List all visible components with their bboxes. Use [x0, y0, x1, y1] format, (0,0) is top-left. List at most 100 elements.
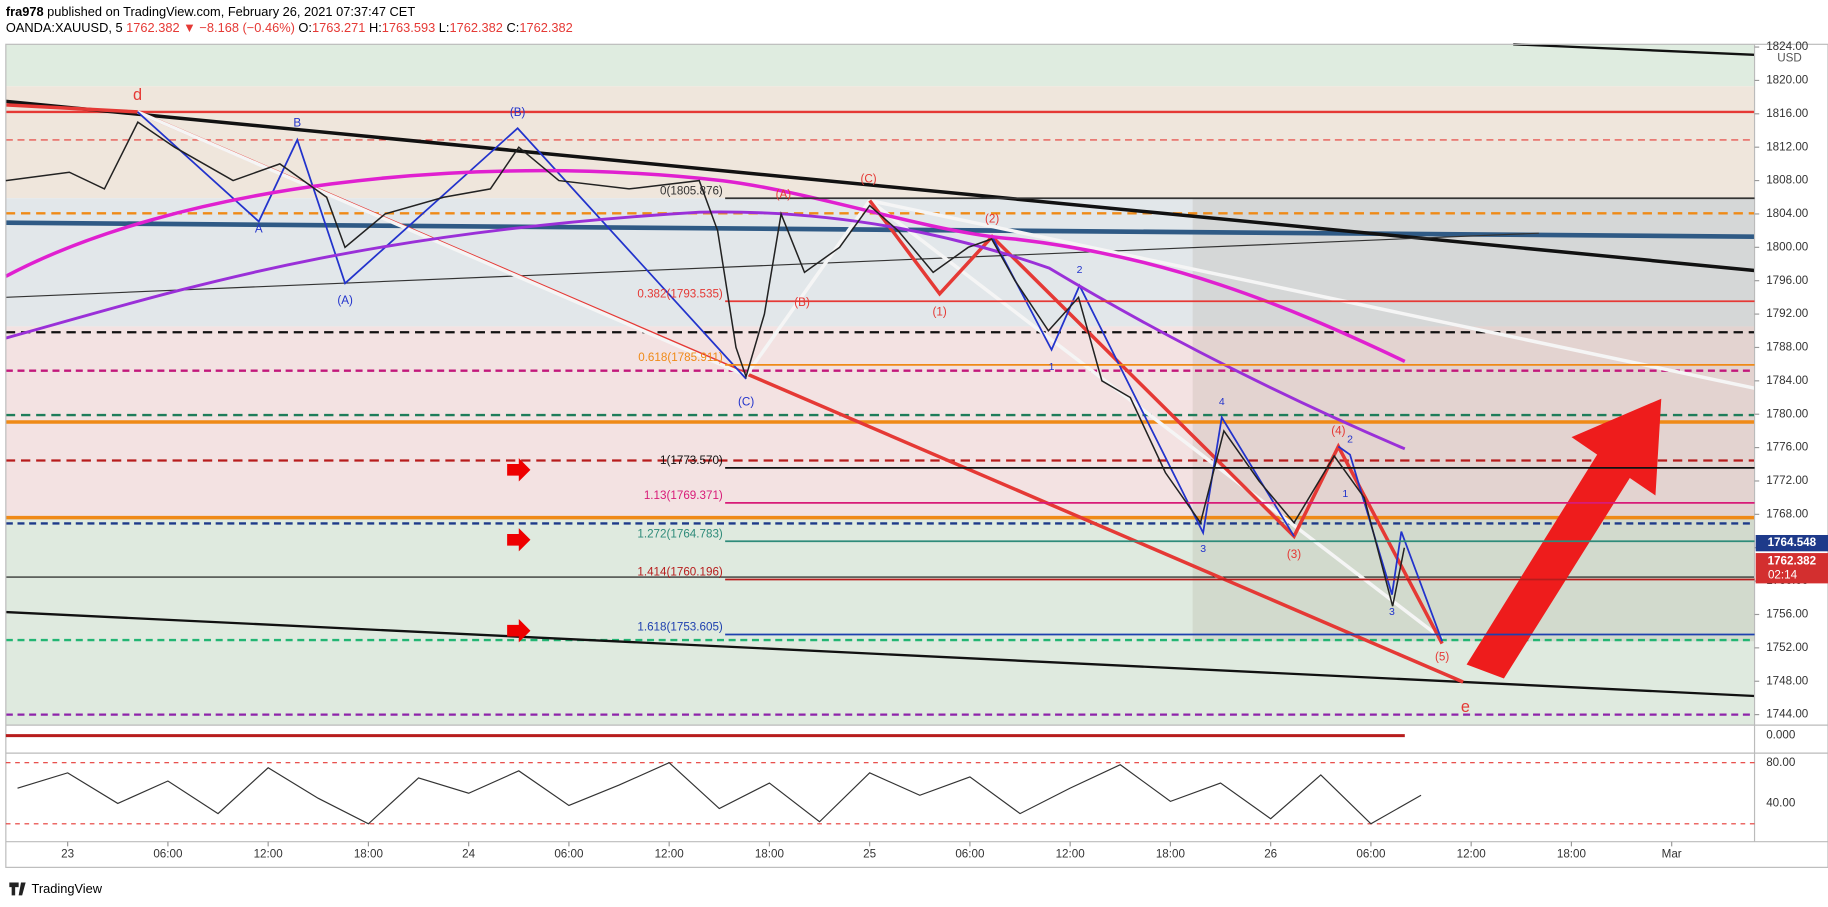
- y-tick-label: 1748.00: [1766, 674, 1809, 687]
- wave-label: 4: [1219, 397, 1225, 408]
- fib-label: 1(1773.570): [660, 454, 723, 467]
- x-tick-label: 12:00: [1056, 848, 1086, 861]
- wave-label: 2: [1347, 434, 1353, 445]
- o: 1763.271: [312, 21, 365, 36]
- symbol: OANDA:XAUUSD, 5: [6, 21, 123, 36]
- currency-label: USD: [1777, 51, 1802, 64]
- wave-label: (B): [510, 106, 526, 119]
- wave-label: d: [133, 86, 142, 104]
- wave-label: (1): [933, 306, 947, 319]
- trendline: [1513, 43, 1755, 56]
- y-tick-label: 1784.00: [1766, 374, 1809, 387]
- x-tick-label: 06:00: [554, 848, 584, 861]
- y-tick-label: 1776.00: [1766, 441, 1809, 454]
- wave-label: (A): [776, 188, 792, 201]
- y-tick-label: 1752.00: [1766, 641, 1809, 654]
- c-key: C:: [507, 21, 520, 36]
- fib-label: 1.618(1753.605): [637, 621, 723, 634]
- y-tick-label: 1756.00: [1766, 608, 1809, 621]
- fib-label: 1.272(1764.783): [637, 527, 723, 540]
- y-tick-label: 1800.00: [1766, 240, 1809, 253]
- x-tick-label: Mar: [1662, 848, 1682, 861]
- header-line2: OANDA:XAUUSD, 5 1762.382 ▼ −8.168 (−0.46…: [6, 21, 573, 36]
- x-tick-label: 25: [863, 848, 876, 861]
- fib-label: 0.618(1785.911): [638, 351, 723, 364]
- y-tick-label: 1772.00: [1766, 474, 1809, 487]
- price-tag: [1755, 553, 1828, 584]
- y-tick-label: 40.00: [1766, 797, 1796, 810]
- wave-label: 3: [1200, 544, 1206, 555]
- h: 1763.593: [382, 21, 435, 36]
- y-tick-label: 1824.00: [1766, 40, 1809, 53]
- price-tag-label: 1762.382: [1768, 554, 1817, 567]
- x-tick-label: 18:00: [354, 848, 384, 861]
- author: fra978: [6, 4, 44, 19]
- y-tick-label: 1768.00: [1766, 507, 1809, 520]
- y-tick-label: 1796.00: [1766, 274, 1809, 287]
- wave-label: (4): [1331, 424, 1345, 437]
- wave-label: (2): [985, 212, 999, 225]
- trendline: [5, 99, 1755, 273]
- y-tick-label: 1816.00: [1766, 107, 1809, 120]
- price-line: [5, 121, 1406, 607]
- price-tag-label: 1764.548: [1768, 536, 1817, 549]
- y-tick-label: 0.000: [1766, 729, 1796, 742]
- countdown: 02:14: [1768, 568, 1798, 581]
- o-key: O:: [298, 21, 312, 36]
- wave-label: (3): [1287, 548, 1301, 561]
- fib-label: 1.13(1769.371): [644, 489, 723, 502]
- y-tick-label: 1788.00: [1766, 341, 1809, 354]
- x-tick-label: 12:00: [1457, 848, 1487, 861]
- y-tick-label: 1820.00: [1766, 74, 1809, 87]
- x-tick-label: 18:00: [1557, 848, 1587, 861]
- header-line1: fra978 published on TradingView.com, Feb…: [6, 4, 415, 19]
- fib-label: 0.382(1793.535): [637, 287, 723, 300]
- wave-label: 1: [1049, 362, 1055, 373]
- wave-label: (C): [738, 395, 754, 408]
- oscillator-line: [17, 761, 1422, 825]
- y-tick-label: 1804.00: [1766, 207, 1809, 220]
- wave-label: 3: [1389, 607, 1395, 618]
- wave-label: (5): [1435, 651, 1449, 664]
- y-tick-label: 1780.00: [1766, 407, 1809, 420]
- x-tick-label: 23: [61, 848, 74, 861]
- y-tick-label: 1744.00: [1766, 708, 1809, 721]
- published: published on TradingView.com, February 2…: [47, 4, 415, 19]
- footer-logo: TradingView: [9, 881, 103, 896]
- c: 1762.382: [519, 21, 572, 36]
- wave-label: e: [1461, 698, 1470, 716]
- x-tick-label: 18:00: [755, 848, 785, 861]
- last: 1762.382 ▼ −8.168 (−0.46%): [126, 21, 295, 36]
- logo: [9, 882, 26, 896]
- y-tick-label: 1792.00: [1766, 307, 1809, 320]
- wave-label: 2: [1077, 265, 1083, 276]
- box: [1192, 198, 1755, 642]
- x-tick-label: 26: [1264, 848, 1277, 861]
- level: [5, 220, 1755, 239]
- fib-label: 0(1805.876): [660, 184, 723, 197]
- price-tag: [1755, 534, 1828, 552]
- h-key: H:: [369, 21, 382, 36]
- wave-label: A: [255, 223, 263, 236]
- wave-label: B: [293, 117, 301, 130]
- x-tick-label: 06:00: [1356, 848, 1386, 861]
- wave-label: 1: [1342, 489, 1348, 500]
- brand: TradingView: [31, 881, 102, 896]
- l: 1762.382: [449, 21, 502, 36]
- x-tick-label: 06:00: [955, 848, 985, 861]
- wave-label: (A): [337, 294, 353, 307]
- fib-label: 1.414(1760.196): [637, 566, 723, 579]
- wave-label: (B): [794, 296, 810, 309]
- y-tick-label: 80.00: [1766, 756, 1796, 769]
- x-tick-label: 12:00: [254, 848, 284, 861]
- x-tick-label: 06:00: [153, 848, 183, 861]
- x-tick-label: 18:00: [1156, 848, 1186, 861]
- band: [5, 44, 1755, 87]
- y-tick-label: 1808.00: [1766, 174, 1809, 187]
- x-tick-label: 24: [462, 848, 475, 861]
- band: [5, 86, 1755, 199]
- wave-label: (C): [860, 173, 876, 186]
- x-tick-label: 12:00: [655, 848, 685, 861]
- l-key: L:: [439, 21, 450, 36]
